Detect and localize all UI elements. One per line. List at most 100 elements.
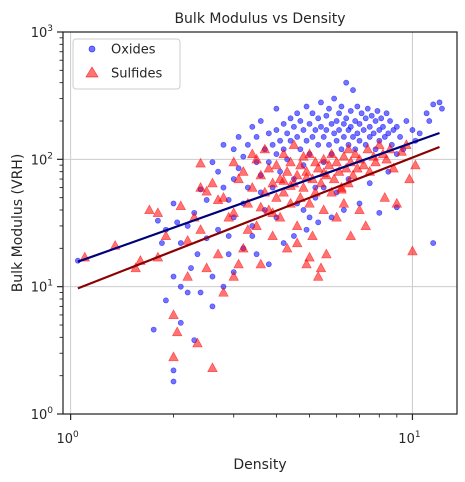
data-point (333, 118, 340, 124)
data-point (182, 270, 193, 281)
data-point (304, 251, 315, 262)
data-point (338, 103, 345, 110)
data-point (309, 134, 316, 140)
data-point (379, 192, 391, 202)
data-point (257, 118, 264, 124)
legend-marker-oxides (88, 45, 96, 53)
data-point (323, 159, 335, 170)
grid-lines (63, 32, 457, 414)
data-point (338, 151, 350, 161)
data-point (360, 220, 371, 230)
data-point (194, 251, 201, 258)
data-point (291, 123, 297, 130)
y-tick-label: 101 (31, 279, 53, 296)
data-point (352, 118, 359, 124)
data-point (170, 367, 177, 374)
data-point (220, 141, 227, 148)
data-point (233, 258, 244, 269)
data-point (326, 105, 332, 112)
data-point (356, 120, 363, 127)
data-point (188, 265, 194, 271)
data-point (249, 233, 256, 239)
data-point (228, 270, 239, 281)
data-point (350, 87, 356, 93)
data-point (354, 130, 361, 137)
data-point (358, 110, 365, 117)
data-point (278, 148, 289, 159)
data-point (263, 162, 275, 173)
data-point (370, 156, 381, 167)
data-point (318, 123, 324, 130)
x-tick-label: 100 (56, 430, 79, 447)
tick-labels: 100 101 100 101 102 103 (31, 24, 421, 447)
data-point (439, 105, 445, 112)
data-point (307, 230, 318, 241)
data-point (269, 141, 276, 148)
data-point (383, 110, 390, 117)
data-point (150, 326, 157, 333)
data-point (354, 103, 361, 110)
data-point (218, 286, 229, 297)
series-sulfides (79, 139, 421, 372)
y-tick-label: 103 (31, 24, 53, 41)
data-point (207, 362, 218, 372)
data-point (294, 110, 301, 117)
data-point (343, 143, 354, 154)
data-point (212, 194, 224, 204)
data-point (168, 309, 179, 319)
data-point (318, 99, 324, 106)
data-point (267, 177, 278, 188)
data-point (278, 175, 289, 185)
data-point (340, 120, 347, 127)
data-point (297, 118, 304, 124)
data-point (280, 120, 287, 127)
data-point (265, 130, 272, 137)
data-point (233, 173, 244, 184)
data-point (354, 204, 365, 215)
data-point (366, 134, 373, 140)
data-point (284, 130, 291, 137)
data-point (328, 173, 340, 184)
data-point (218, 192, 229, 202)
data-point (160, 230, 172, 241)
data-point (416, 130, 423, 137)
data-point (287, 115, 294, 122)
legend: Oxides Sulfides (72, 38, 181, 90)
data-point (426, 118, 433, 124)
data-point (303, 137, 310, 144)
data-point (362, 143, 374, 154)
data-point (209, 273, 216, 280)
data-point (315, 115, 322, 122)
y-tick-label: 102 (31, 151, 53, 168)
data-point (212, 248, 224, 259)
legend-box (72, 38, 181, 90)
data-point (209, 303, 216, 310)
data-point (163, 297, 169, 304)
data-point (372, 118, 379, 124)
data-point (249, 123, 256, 130)
data-point (338, 197, 350, 208)
data-point (174, 219, 181, 226)
data-point (177, 283, 184, 290)
data-point (304, 197, 315, 208)
data-point (306, 214, 313, 221)
data-point (333, 166, 345, 176)
data-point (315, 219, 322, 226)
data-point (436, 99, 443, 106)
data-point (288, 139, 300, 149)
data-point (251, 153, 262, 164)
data-point (306, 120, 313, 127)
data-point (253, 251, 260, 258)
data-point (177, 319, 184, 326)
data-point (370, 130, 377, 137)
data-point (291, 233, 297, 239)
data-point (381, 153, 392, 164)
data-point (255, 201, 267, 212)
legend-marker-sulfides (85, 66, 99, 78)
data-point (303, 226, 310, 233)
data-point (326, 186, 337, 197)
data-point (326, 141, 332, 148)
plot-background (63, 32, 457, 414)
data-point (255, 169, 267, 180)
